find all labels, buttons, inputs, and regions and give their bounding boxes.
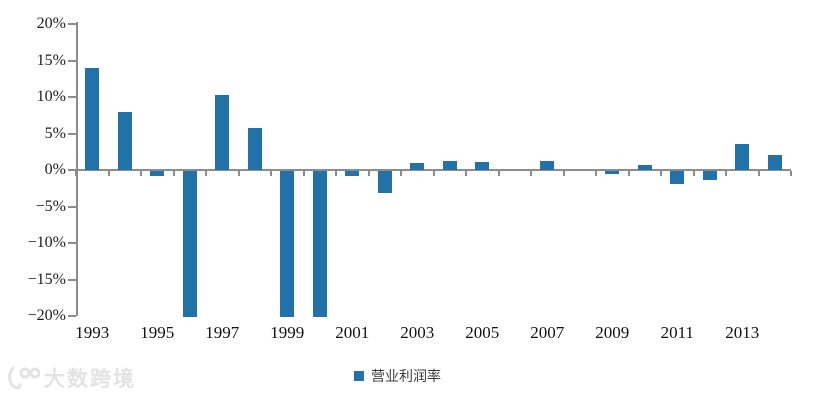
x-tick-label: 2007 bbox=[530, 323, 565, 342]
x-tick-label: 2013 bbox=[725, 323, 760, 342]
x-axis-tick bbox=[367, 171, 370, 176]
y-tick-label: −20% bbox=[27, 307, 66, 324]
y-tick-label: 10% bbox=[36, 88, 66, 105]
bar-1999 bbox=[280, 171, 295, 317]
legend-label: 营业利润率 bbox=[371, 370, 441, 385]
x-axis-tick bbox=[497, 171, 500, 176]
bar-2007 bbox=[540, 161, 555, 170]
bar-2002 bbox=[377, 171, 392, 193]
chart-legend: 营业利润率 bbox=[354, 366, 441, 386]
x-tick-label: 1995 bbox=[140, 323, 175, 342]
bar-1997 bbox=[215, 94, 230, 170]
y-axis-tick bbox=[68, 315, 76, 317]
x-axis-tick bbox=[302, 171, 305, 176]
x-tick-label: 2003 bbox=[400, 323, 435, 342]
bar-1996 bbox=[182, 171, 197, 317]
bar-1998 bbox=[247, 128, 262, 170]
x-axis-tick bbox=[237, 171, 240, 176]
watermark: 大数跨境 bbox=[6, 363, 136, 393]
legend-swatch bbox=[354, 371, 364, 381]
bar-2004 bbox=[442, 161, 457, 170]
y-tick-label: 0% bbox=[44, 161, 66, 178]
x-tick-label: 1999 bbox=[270, 323, 305, 342]
x-axis-tick bbox=[400, 171, 402, 176]
bar-2013 bbox=[735, 144, 750, 170]
y-axis-tick bbox=[68, 242, 76, 244]
bar-2014 bbox=[767, 154, 782, 170]
watermark-text: 大数跨境 bbox=[44, 368, 136, 391]
y-axis-tick bbox=[68, 205, 76, 208]
x-tick-label: 1997 bbox=[205, 323, 240, 342]
bar-2001 bbox=[345, 171, 360, 177]
x-axis-tick bbox=[595, 171, 597, 176]
y-tick-label: 20% bbox=[36, 15, 66, 32]
x-axis-tick bbox=[465, 171, 467, 176]
x-tick-label: 1993 bbox=[75, 323, 110, 342]
x-axis-tick bbox=[75, 171, 77, 176]
x-axis-tick bbox=[530, 171, 532, 176]
bar-1994 bbox=[117, 111, 132, 170]
x-axis-tick bbox=[757, 171, 760, 176]
x-axis-tick bbox=[692, 171, 695, 176]
y-axis-tick bbox=[68, 23, 76, 25]
x-axis-tick bbox=[790, 171, 792, 176]
x-axis-tick bbox=[140, 171, 142, 176]
y-axis-tick bbox=[68, 132, 76, 135]
y-tick-label: −5% bbox=[35, 197, 66, 215]
x-axis-line bbox=[76, 169, 791, 171]
x-tick-label: 2005 bbox=[465, 323, 500, 342]
x-tick-label: 2001 bbox=[335, 323, 370, 342]
ten-one-hundred-logo-icon bbox=[6, 365, 40, 391]
y-axis-tick bbox=[68, 278, 76, 281]
y-axis-tick bbox=[68, 169, 76, 171]
x-axis-tick bbox=[432, 171, 435, 176]
y-tick-label: −10% bbox=[27, 234, 66, 251]
bar-1993 bbox=[85, 67, 100, 170]
x-axis-tick bbox=[172, 171, 175, 176]
bar-2011 bbox=[670, 171, 685, 185]
bar-2005 bbox=[475, 161, 490, 170]
y-tick-label: 15% bbox=[36, 51, 66, 69]
bar-2000 bbox=[312, 171, 327, 317]
y-tick-label: 5% bbox=[44, 124, 66, 142]
y-tick-label: −15% bbox=[27, 270, 66, 288]
x-axis-tick bbox=[725, 171, 727, 176]
x-axis-tick bbox=[205, 171, 207, 176]
x-axis-tick bbox=[270, 171, 272, 176]
bar-2009 bbox=[605, 171, 620, 174]
x-tick-label: 2011 bbox=[660, 323, 694, 342]
x-axis-tick bbox=[107, 171, 110, 176]
y-axis-tick bbox=[68, 96, 76, 98]
x-axis-tick bbox=[627, 171, 630, 176]
bar-2003 bbox=[410, 162, 425, 170]
x-tick-label: 2009 bbox=[595, 323, 630, 342]
y-axis-tick bbox=[68, 59, 76, 62]
bar-2010 bbox=[637, 164, 652, 170]
x-axis-tick bbox=[335, 171, 337, 176]
bar-2012 bbox=[702, 171, 717, 180]
bar-1995 bbox=[150, 171, 165, 177]
x-axis-tick bbox=[660, 171, 662, 176]
x-axis-tick bbox=[562, 171, 565, 176]
